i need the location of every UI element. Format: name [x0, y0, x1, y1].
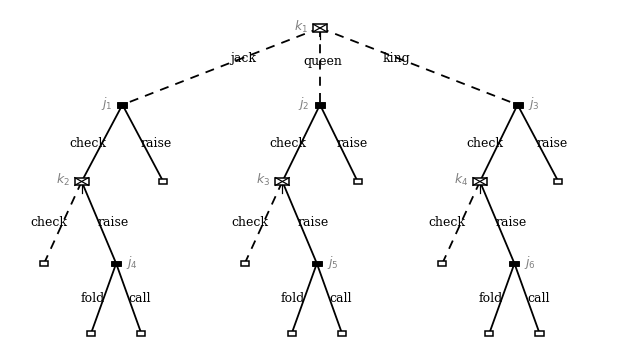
Text: fold: fold — [80, 292, 104, 305]
Bar — [275, 178, 289, 185]
Text: raise: raise — [97, 216, 129, 229]
Text: queen: queen — [304, 55, 342, 68]
Bar — [315, 102, 325, 108]
Text: $k_1$: $k_1$ — [294, 19, 308, 35]
Bar — [554, 179, 563, 184]
Text: raise: raise — [298, 216, 329, 229]
Bar — [111, 261, 121, 266]
Bar — [117, 102, 127, 108]
Text: check: check — [269, 137, 306, 150]
Text: check: check — [31, 216, 68, 229]
Bar — [338, 331, 346, 335]
Bar — [485, 331, 493, 335]
Text: $j_2$: $j_2$ — [298, 95, 310, 112]
Bar — [509, 261, 520, 266]
Text: $j_5$: $j_5$ — [327, 254, 339, 271]
Text: raise: raise — [337, 137, 368, 150]
Text: raise: raise — [141, 137, 172, 150]
Text: call: call — [330, 292, 352, 305]
Text: king: king — [383, 52, 411, 65]
Text: check: check — [467, 137, 504, 150]
Text: call: call — [129, 292, 151, 305]
Text: $j_4$: $j_4$ — [126, 254, 138, 271]
Bar — [40, 261, 48, 266]
Text: call: call — [527, 292, 550, 305]
Bar — [137, 331, 145, 335]
Text: fold: fold — [281, 292, 305, 305]
Bar — [87, 331, 95, 335]
Text: jack: jack — [230, 52, 256, 65]
Bar — [313, 24, 327, 32]
Text: $k_3$: $k_3$ — [257, 172, 271, 188]
Text: $k_2$: $k_2$ — [56, 172, 70, 188]
Text: raise: raise — [536, 137, 568, 150]
Bar — [473, 178, 487, 185]
Bar — [241, 261, 249, 266]
Bar — [75, 178, 88, 185]
Bar — [312, 261, 322, 266]
Bar — [353, 179, 362, 184]
Text: check: check — [231, 216, 268, 229]
Text: $j_1$: $j_1$ — [100, 95, 113, 112]
Text: check: check — [70, 137, 107, 150]
Text: raise: raise — [495, 216, 527, 229]
Text: $j_3$: $j_3$ — [527, 95, 540, 112]
Bar — [438, 261, 446, 266]
Text: $j_6$: $j_6$ — [524, 254, 536, 271]
Bar — [513, 102, 523, 108]
Text: check: check — [429, 216, 466, 229]
Text: fold: fold — [479, 292, 503, 305]
Text: $k_4$: $k_4$ — [454, 172, 468, 188]
Bar — [159, 179, 167, 184]
Bar — [288, 331, 296, 335]
Bar — [536, 331, 543, 335]
